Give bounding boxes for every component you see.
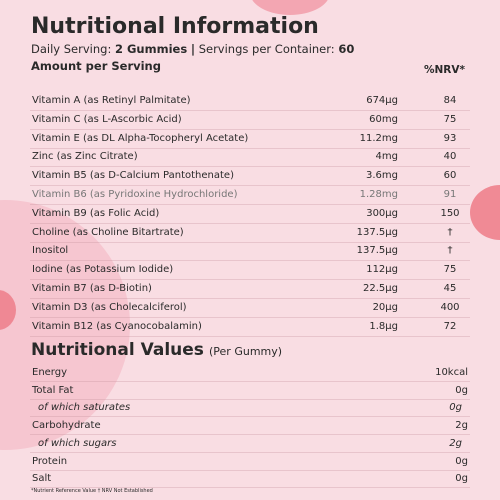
values-title: Nutritional Values bbox=[31, 340, 204, 360]
nutrient-row: Zinc (as Zinc Citrate) 4mg 40 bbox=[30, 148, 470, 168]
nutrient-name: Vitamin C (as L-Ascorbic Acid) bbox=[32, 113, 182, 125]
nutrient-amount: 112µg bbox=[366, 264, 398, 276]
nutrient-nrv: † bbox=[447, 226, 453, 238]
nutrient-name: Vitamin B6 (as Pyridoxine Hydrochloride) bbox=[32, 189, 238, 200]
nutrient-amount: 11.2mg bbox=[359, 132, 398, 144]
value-amount: 0g bbox=[455, 384, 468, 396]
value-amount: 0g bbox=[455, 473, 468, 484]
nutrient-name: Zinc (as Zinc Citrate) bbox=[32, 151, 138, 163]
value-row: of which saturates 0g bbox=[30, 399, 470, 417]
value-amount: 0g bbox=[455, 455, 468, 467]
nutrient-name: Vitamin D3 (as Cholecalciferol) bbox=[32, 301, 187, 313]
nutrient-amount: 22.5µg bbox=[363, 283, 398, 294]
value-name: Protein bbox=[32, 455, 68, 467]
nutrient-amount: 20µg bbox=[372, 301, 398, 313]
value-name: of which sugars bbox=[38, 437, 117, 449]
nutrient-row: Iodine (as Potassium Iodide) 112µg 75 bbox=[30, 261, 470, 281]
nutrient-nrv: 75 bbox=[443, 264, 457, 276]
nutrient-row: Vitamin B5 (as D-Calcium Pantothenate) 3.… bbox=[30, 167, 470, 187]
nutrient-nrv: 60 bbox=[443, 170, 457, 182]
nutrient-nrv: 84 bbox=[443, 95, 457, 106]
serving-label: Daily Serving: bbox=[31, 42, 112, 56]
nutrient-amount: 137.5µg bbox=[356, 245, 398, 257]
values-subtitle: (Per Gummy) bbox=[209, 345, 283, 358]
value-amount: 2g bbox=[455, 420, 468, 431]
values-heading: Nutritional Values (Per Gummy) bbox=[31, 340, 282, 360]
value-name: of which saturates bbox=[38, 402, 131, 413]
nutrient-nrv: 150 bbox=[440, 207, 460, 219]
nutrient-amount: 60mg bbox=[369, 113, 398, 125]
nutrient-amount: 137.5µg bbox=[356, 226, 398, 238]
nutrient-row: Vitamin A (as Retinyl Palmitate) 674µg 84 bbox=[30, 92, 470, 111]
nutrient-amount: 3.6mg bbox=[366, 170, 398, 182]
nutrient-row: Vitamin B9 (as Folic Acid) 300µg 150 bbox=[30, 205, 470, 224]
nutrient-amount: 1.28mg bbox=[359, 189, 398, 200]
value-row: Carbohydrate 2g bbox=[30, 417, 470, 435]
nutrient-nrv: 75 bbox=[443, 113, 457, 125]
nutrient-amount: 674µg bbox=[366, 95, 398, 106]
nutrient-nrv: 91 bbox=[443, 189, 457, 200]
nutrient-name: Inositol bbox=[32, 245, 69, 257]
nutrient-name: Vitamin B9 (as Folic Acid) bbox=[32, 207, 160, 219]
nutrient-name: Choline (as Choline Bitartrate) bbox=[32, 226, 184, 238]
nutrient-name: Vitamin A (as Retinyl Palmitate) bbox=[32, 95, 191, 106]
separator: | bbox=[190, 42, 196, 56]
nutrient-name: Vitamin B12 (as Cyanocobalamin) bbox=[32, 320, 202, 332]
nutrient-row: Vitamin C (as L-Ascorbic Acid) 60mg 75 bbox=[30, 111, 470, 130]
nutrient-name: Vitamin B5 (as D-Calcium Pantothenate) bbox=[32, 170, 234, 182]
decor-gummy bbox=[0, 290, 16, 330]
nutrient-amount: 1.8µg bbox=[369, 320, 398, 332]
value-amount: 10kcal bbox=[435, 367, 468, 378]
nutrient-row: Choline (as Choline Bitartrate) 137.5µg † bbox=[30, 224, 470, 243]
nutrient-row: Vitamin E (as DL Alpha-Tocopheryl Acetat… bbox=[30, 130, 470, 149]
nutrient-row: Vitamin D3 (as Cholecalciferol) 20µg 400 bbox=[30, 299, 470, 318]
nutrient-nrv: 45 bbox=[443, 283, 457, 294]
value-row: Protein 0g bbox=[30, 453, 470, 471]
footnote: *Nutrient Reference Value † NRV Not Esta… bbox=[31, 488, 153, 494]
nutrient-name: Vitamin B7 (as D-Biotin) bbox=[32, 283, 152, 294]
decor-gummy bbox=[250, 0, 330, 15]
nutrient-row: Vitamin B12 (as Cyanocobalamin) 1.8µg 72 bbox=[30, 318, 470, 337]
nutrient-amount: 4mg bbox=[375, 151, 398, 163]
nutrient-nrv: † bbox=[447, 245, 453, 257]
nutrient-row: Vitamin B6 (as Pyridoxine Hydrochloride)… bbox=[30, 186, 470, 205]
value-amount: 0g bbox=[449, 402, 462, 413]
value-name: Total Fat bbox=[32, 384, 74, 396]
serving-value: 2 Gummies bbox=[114, 42, 188, 56]
nrv-heading: %NRV* bbox=[424, 64, 466, 76]
value-name: Energy bbox=[32, 367, 68, 378]
value-row: of which sugars 2g bbox=[30, 435, 470, 453]
nutrient-nrv: 400 bbox=[440, 301, 460, 313]
nutrient-name: Vitamin E (as DL Alpha-Tocopheryl Acetat… bbox=[32, 132, 249, 144]
nutrient-nrv: 93 bbox=[443, 132, 457, 144]
nutrient-nrv: 40 bbox=[443, 151, 457, 163]
value-row: Energy 10kcal bbox=[30, 364, 470, 382]
container-value: 60 bbox=[338, 42, 355, 56]
value-row: Salt 0g bbox=[30, 470, 470, 488]
decor-gummy bbox=[470, 185, 500, 240]
value-row: Total Fat 0g bbox=[30, 382, 470, 400]
container-label: Servings per Container: bbox=[198, 42, 335, 56]
value-amount: 2g bbox=[449, 437, 462, 449]
title: Nutritional Information bbox=[31, 14, 319, 39]
value-name: Salt bbox=[32, 473, 52, 484]
nutrient-row: Vitamin B7 (as D-Biotin) 22.5µg 45 bbox=[30, 280, 470, 299]
nutrient-amount: 300µg bbox=[366, 207, 398, 219]
nutrient-row: Inositol 137.5µg † bbox=[30, 242, 470, 262]
value-name: Carbohydrate bbox=[32, 420, 101, 431]
serving-line: Daily Serving: 2 Gummies | Servings per … bbox=[31, 42, 354, 56]
amount-heading: Amount per Serving bbox=[31, 59, 161, 73]
nutrient-nrv: 72 bbox=[443, 320, 457, 332]
nutrient-name: Iodine (as Potassium Iodide) bbox=[32, 264, 174, 276]
